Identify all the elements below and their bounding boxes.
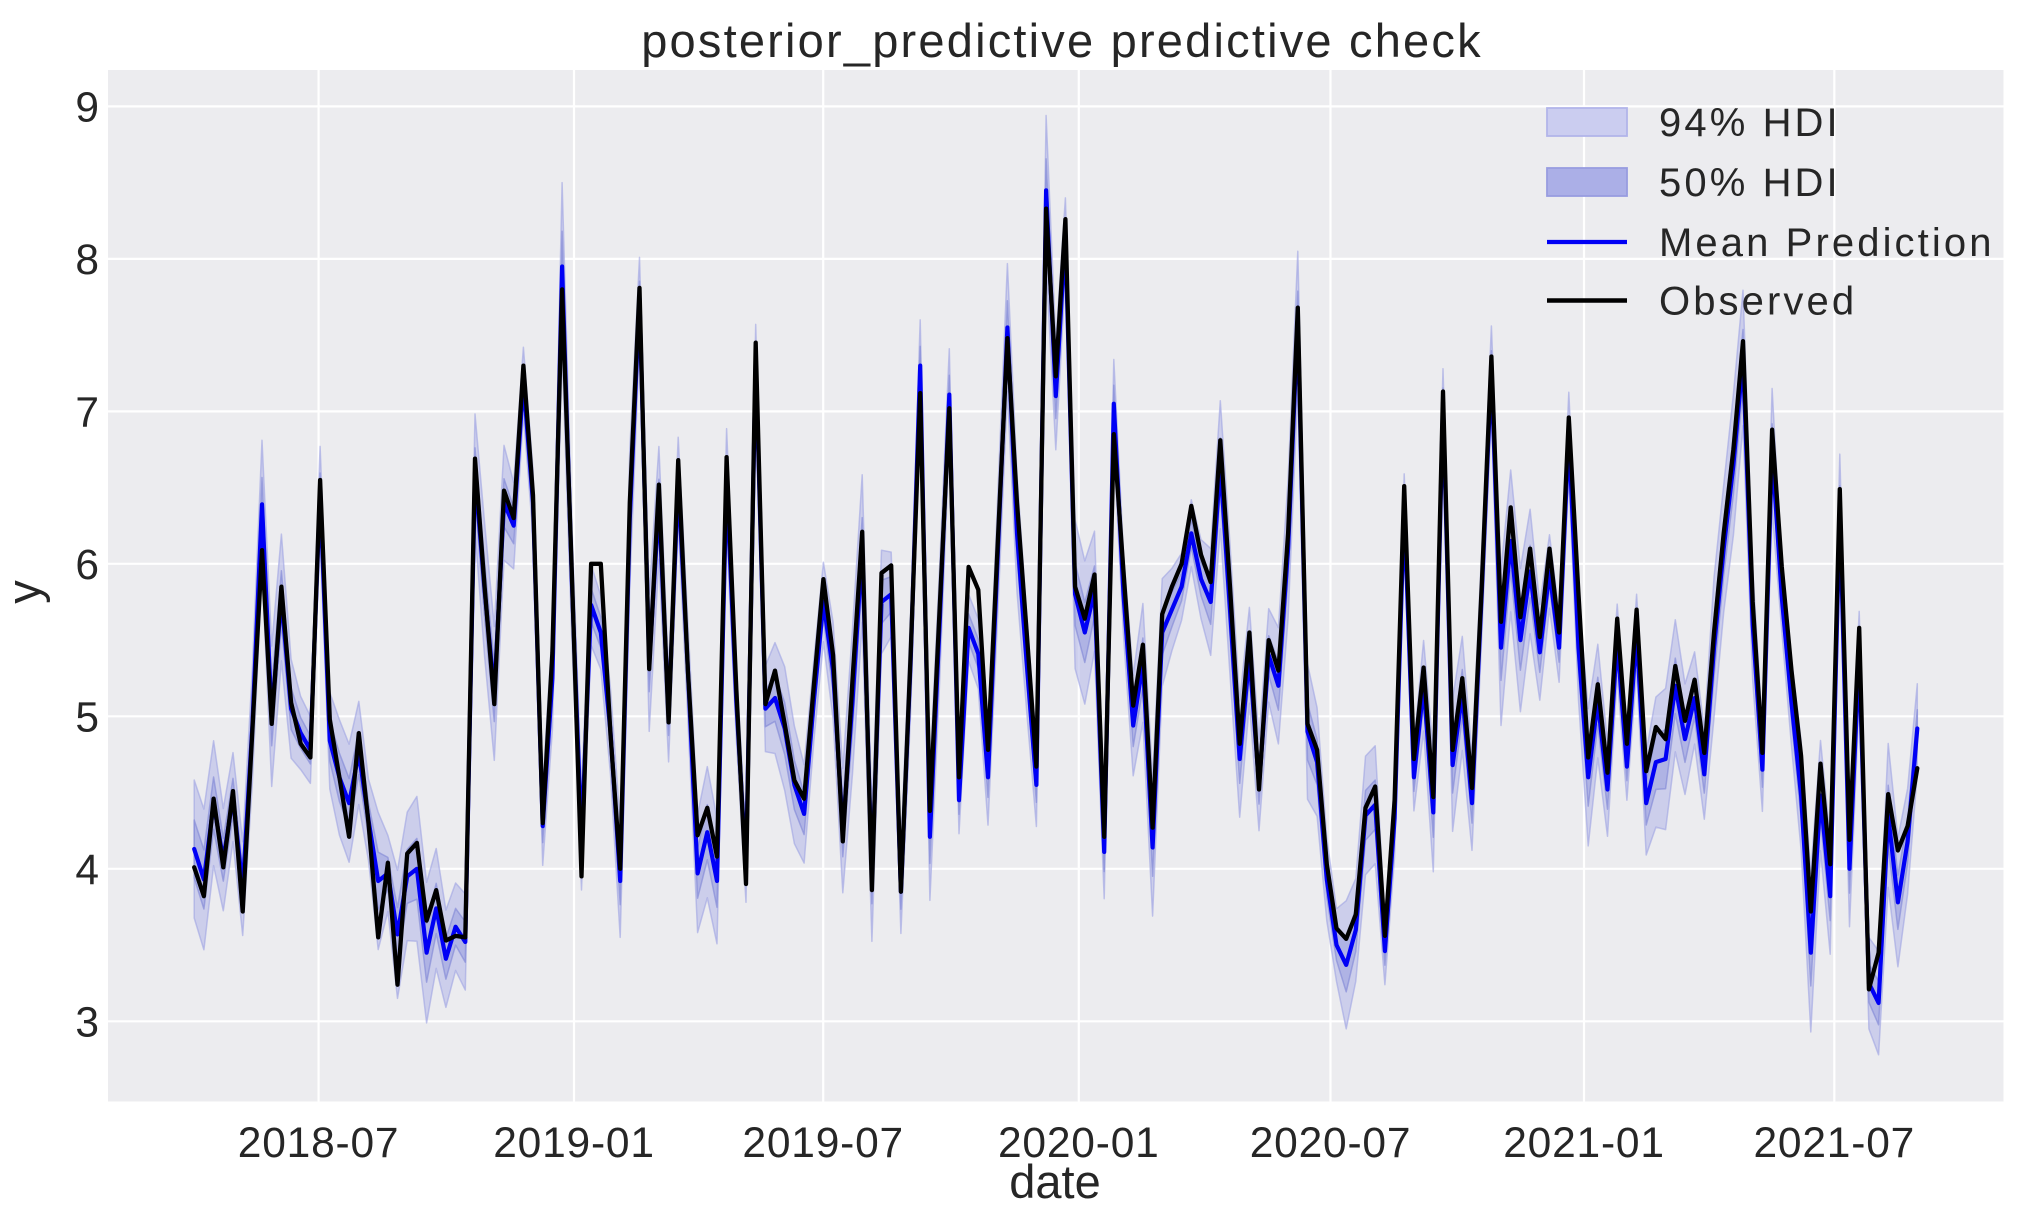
svg-text:5: 5: [75, 694, 99, 741]
svg-text:2019-01: 2019-01: [493, 1120, 655, 1167]
svg-text:date: date: [1009, 1155, 1100, 1208]
svg-text:9: 9: [75, 84, 99, 131]
svg-text:2020-07: 2020-07: [1250, 1120, 1412, 1167]
svg-text:94% HDI: 94% HDI: [1659, 101, 1841, 145]
svg-text:2018-07: 2018-07: [238, 1120, 400, 1167]
svg-text:2021-07: 2021-07: [1754, 1120, 1916, 1167]
svg-text:2019-07: 2019-07: [742, 1120, 904, 1167]
svg-text:Observed: Observed: [1659, 280, 1857, 324]
svg-text:posterior_predictive predictiv: posterior_predictive predictive check: [641, 14, 1483, 67]
svg-text:4: 4: [75, 847, 99, 894]
svg-text:6: 6: [75, 542, 99, 589]
svg-text:y: y: [0, 580, 50, 604]
svg-text:50% HDI: 50% HDI: [1659, 161, 1841, 205]
svg-text:8: 8: [75, 237, 99, 284]
svg-text:2021-01: 2021-01: [1503, 1120, 1665, 1167]
svg-text:7: 7: [75, 389, 99, 436]
svg-text:2020-01: 2020-01: [998, 1120, 1160, 1167]
svg-text:Mean Prediction: Mean Prediction: [1659, 221, 1995, 265]
svg-text:3: 3: [75, 999, 99, 1046]
